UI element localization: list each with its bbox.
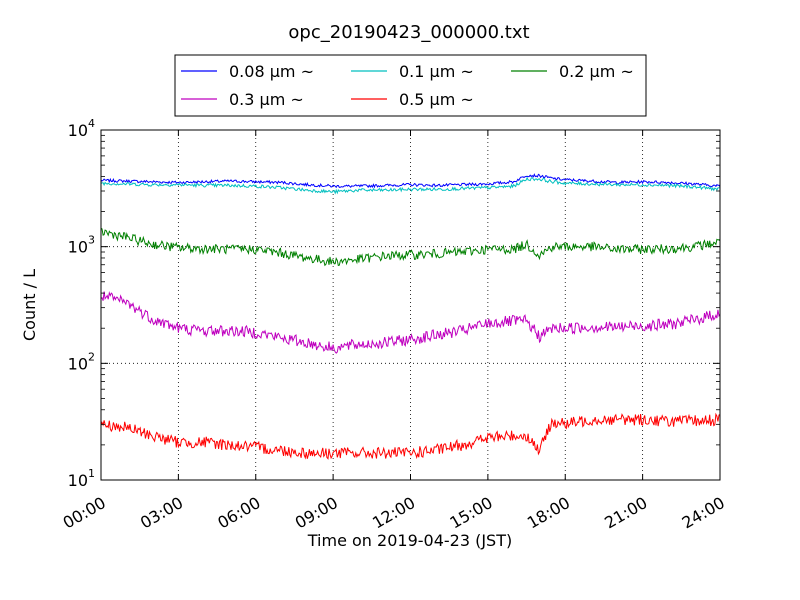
x-tick-label: 21:00	[601, 493, 650, 533]
x-tick-label: 00:00	[60, 493, 109, 533]
legend-label: 0.08 μm ~	[229, 62, 314, 81]
legend-label: 0.3 μm ~	[229, 90, 304, 109]
y-tick-label: 101	[68, 467, 95, 490]
axis-ticks	[100, 129, 721, 481]
chart-title: opc_20190423_000000.txt	[288, 22, 529, 43]
x-axis-label: Time on 2019-04-23 (JST)	[307, 531, 512, 550]
x-tick-label: 06:00	[214, 493, 263, 533]
legend-label: 0.2 μm ~	[559, 62, 634, 81]
series-line	[100, 173, 721, 189]
x-tick-label: 03:00	[137, 493, 186, 533]
y-axis-label: Count / L	[20, 269, 39, 341]
series-line	[100, 291, 721, 354]
series-line	[100, 176, 720, 195]
series-lines	[100, 173, 721, 460]
x-tick-label: 15:00	[446, 493, 495, 533]
legend: 0.08 μm ~ 0.1 μm ~ 0.2 μm ~ 0.3 μm ~ 0.5 μm …	[174, 54, 647, 117]
y-tick-labels: 101 102 103 104	[68, 117, 95, 490]
series-line	[100, 412, 721, 460]
legend-box	[174, 54, 647, 117]
plot-area	[100, 129, 721, 481]
x-tick-label: 18:00	[524, 493, 573, 533]
x-tick-label: 12:00	[369, 493, 418, 533]
series-line	[100, 227, 721, 267]
x-tick-labels: 00:00 03:00 06:00 09:00 12:00 15:00 18:00 21:00…	[60, 493, 728, 533]
y-tick-label: 103	[68, 234, 95, 257]
plot-background	[101, 130, 720, 480]
x-tick-label: 24:00	[679, 493, 728, 533]
legend-label: 0.1 μm ~	[399, 62, 474, 81]
x-tick-label: 09:00	[292, 493, 341, 533]
y-tick-label: 104	[68, 117, 95, 140]
legend-label: 0.5 μm ~	[399, 90, 474, 109]
y-tick-label: 102	[68, 350, 95, 373]
